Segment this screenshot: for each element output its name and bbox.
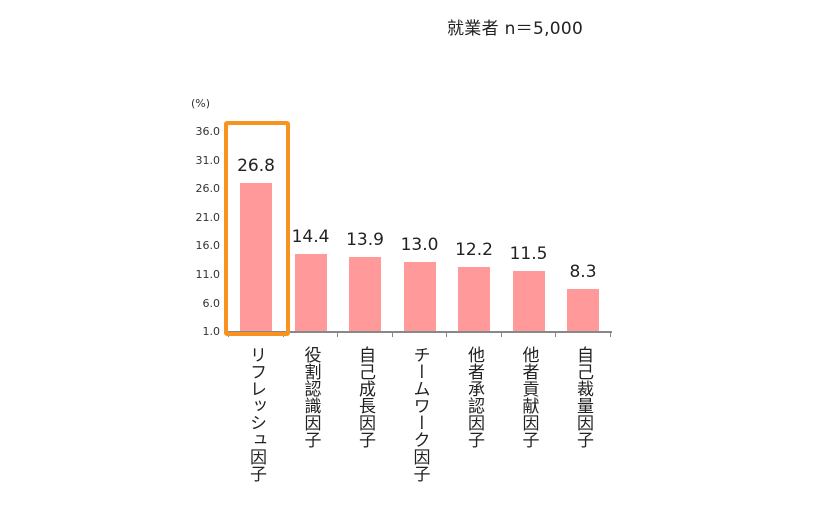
y-tick-label: 26.0 [195, 182, 221, 195]
x-tick [500, 331, 502, 337]
bar [349, 256, 381, 331]
category-label: 役割認識因子 [300, 346, 321, 448]
bar [567, 289, 599, 331]
value-label: 13.0 [400, 235, 439, 256]
y-tick-label: 6.0 [202, 297, 221, 310]
bar [403, 262, 436, 331]
category-label: 他者承認因子 [464, 346, 484, 448]
bar [240, 182, 272, 331]
y-tick-label: 1.0 [202, 325, 221, 338]
value-label: 12.2 [455, 239, 493, 260]
y-tick-label: 11.0 [195, 268, 221, 281]
y-tick-label: 21.0 [195, 211, 221, 224]
bar [458, 266, 490, 331]
bar [294, 254, 327, 331]
y-tick-label: 16.0 [195, 239, 221, 252]
highlight-box [224, 121, 290, 336]
x-tick [391, 331, 393, 337]
category-label: 他者貢献因子 [518, 346, 539, 448]
sample-size-note: 就業者 n＝5,000 [447, 19, 584, 39]
x-tick [446, 331, 447, 337]
x-tick [609, 331, 611, 337]
y-axis-unit: (%) [191, 97, 211, 110]
value-label: 26.8 [237, 155, 275, 176]
x-axis-line [226, 331, 612, 333]
y-tick-label: 31.0 [195, 154, 221, 167]
value-label: 11.5 [509, 243, 548, 264]
category-label: リフレッシュ因子 [246, 346, 266, 482]
category-label: 自己裁量因子 [573, 346, 593, 448]
value-label: 8.3 [569, 262, 597, 283]
bar [512, 270, 545, 331]
category-label: チームワーク因子 [409, 346, 430, 482]
x-tick [337, 331, 338, 337]
category-label: 自己成長因子 [355, 346, 375, 448]
value-label: 14.4 [291, 227, 330, 248]
y-tick-label: 36.0 [195, 125, 221, 138]
x-tick [555, 331, 556, 337]
value-label: 13.9 [346, 229, 384, 250]
